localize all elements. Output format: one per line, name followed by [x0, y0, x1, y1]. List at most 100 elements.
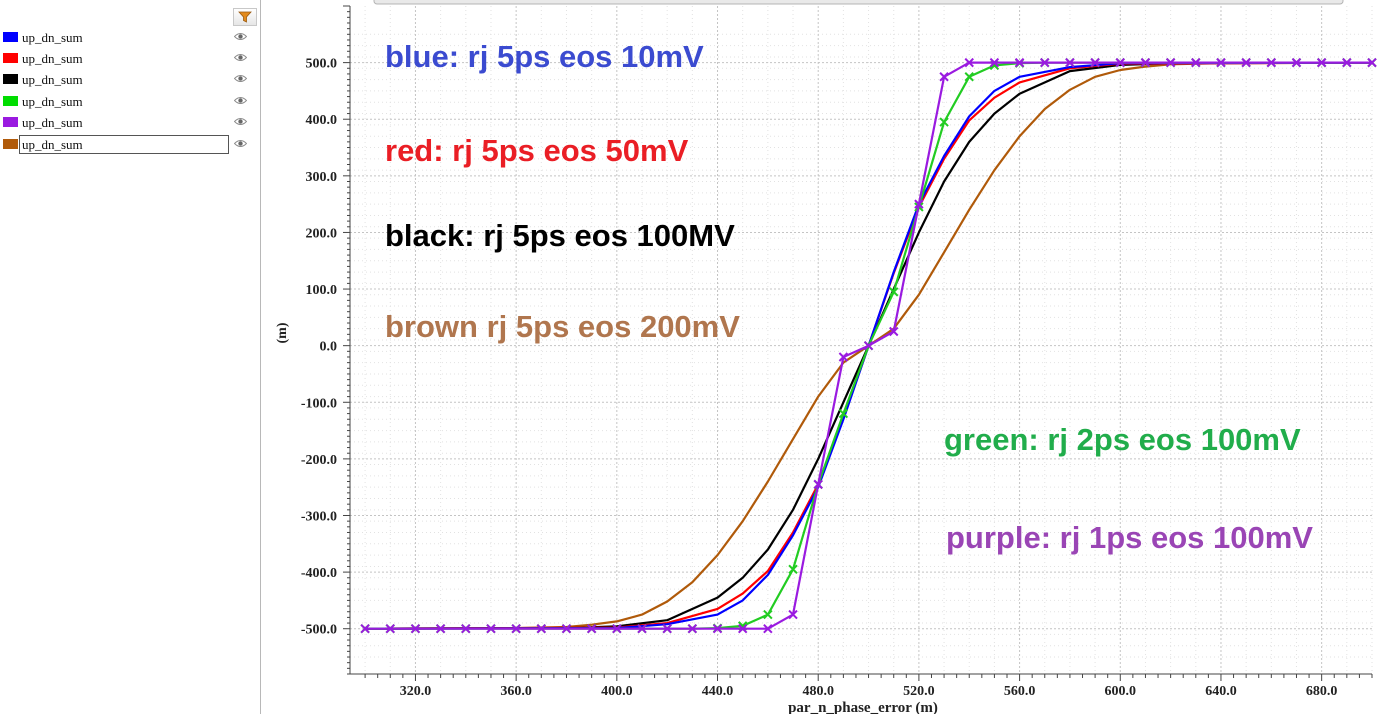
y-tick-label: -300.0: [301, 509, 337, 524]
data-point-marker: [712, 624, 723, 634]
legend-item[interactable]: up_dn_sum: [0, 27, 258, 48]
legend-label: up_dn_sum: [22, 94, 83, 109]
data-point-marker: [1216, 57, 1226, 68]
data-point-marker: [612, 624, 622, 634]
data-point-marker: [914, 199, 924, 209]
legend-label: up_dn_sum: [22, 30, 83, 45]
data-point-marker: [1014, 57, 1025, 68]
data-point-marker: [586, 624, 597, 634]
y-tick-label: -200.0: [301, 453, 337, 468]
y-tick-label: 0.0: [320, 340, 338, 355]
x-tick-label: 480.0: [802, 684, 834, 699]
y-tick-label: -400.0: [301, 566, 337, 581]
legend-label: up_dn_sum: [22, 72, 83, 87]
data-point-marker: [1241, 57, 1251, 68]
y-axis-title: (m): [275, 322, 290, 343]
legend-label: up_dn_sum: [22, 115, 83, 130]
legend-label: up_dn_sum: [22, 51, 83, 66]
curve-annotation: black: rj 5ps eos 100MV: [385, 218, 735, 253]
data-point-marker: [838, 408, 849, 419]
x-tick-label: 560.0: [1004, 684, 1036, 699]
data-point-marker: [939, 72, 949, 82]
y-tick-label: 300.0: [306, 170, 338, 185]
data-point-marker: [486, 624, 496, 634]
x-axis-title: par_n_phase_error (m): [788, 700, 938, 714]
data-point-marker: [1266, 57, 1277, 68]
y-tick-label: 500.0: [306, 57, 338, 72]
data-point-marker: [536, 624, 547, 634]
data-point-marker: [763, 624, 773, 634]
data-point-marker: [964, 72, 974, 82]
data-point-marker: [939, 117, 949, 127]
legend-item[interactable]: up_dn_sum: [0, 69, 258, 90]
data-point-marker: [687, 624, 698, 634]
legend-swatch: [3, 117, 18, 127]
data-point-marker: [863, 340, 874, 351]
data-point-marker: [964, 57, 974, 68]
legend-panel: up_dn_sum up_dn_sum up_dn_sum up_dn_sum up_d…: [0, 0, 261, 714]
data-point-marker: [435, 624, 446, 634]
data-point-marker: [838, 352, 849, 362]
data-point-marker: [763, 609, 773, 620]
y-tick-label: 200.0: [306, 226, 338, 241]
data-point-marker: [1090, 57, 1100, 68]
x-tick-label: 520.0: [903, 684, 935, 699]
plot-series: [360, 57, 1377, 634]
legend-swatch: [3, 139, 18, 149]
filter-icon: [238, 11, 252, 23]
x-tick-label: 680.0: [1306, 684, 1338, 699]
visibility-eye-icon[interactable]: [234, 139, 247, 148]
legend-item[interactable]: up_dn_sum: [0, 134, 258, 155]
visibility-eye-icon[interactable]: [234, 74, 247, 83]
data-point-marker: [385, 624, 395, 634]
curve-annotation: purple: rj 1ps eos 100mV: [946, 520, 1313, 555]
x-tick-label: 320.0: [400, 684, 432, 699]
x-tick-label: 600.0: [1105, 684, 1137, 699]
data-point-marker: [788, 564, 798, 574]
data-point-marker: [561, 624, 572, 634]
data-point-marker: [1316, 57, 1327, 68]
data-point-marker: [1291, 57, 1302, 68]
curve-annotation: blue: rj 5ps eos 10mV: [385, 39, 704, 74]
top-scrollbar[interactable]: [373, 0, 1344, 5]
y-tick-label: -500.0: [301, 623, 337, 638]
data-point-marker: [1040, 57, 1050, 68]
y-tick-label: 400.0: [306, 113, 338, 128]
filter-button[interactable]: [233, 8, 257, 26]
data-point-marker: [788, 609, 798, 620]
legend-item[interactable]: up_dn_sum: [0, 112, 258, 133]
plot-axes: 320.0 360.0 400.0 440.0 480.0 520.0 560.0 600.0…: [301, 5, 1373, 699]
data-point-marker: [637, 624, 647, 634]
legend-swatch: [3, 96, 18, 106]
data-point-marker: [989, 57, 1000, 68]
data-point-marker: [461, 624, 471, 634]
data-point-marker: [737, 624, 748, 634]
x-tick-label: 360.0: [500, 684, 532, 699]
x-tick-label: 440.0: [702, 684, 734, 699]
plot-annotations: blue: rj 5ps eos 10mV red: rj 5ps eos 50m…: [385, 39, 1313, 555]
visibility-eye-icon[interactable]: [234, 53, 247, 62]
data-point-marker: [1115, 57, 1125, 68]
plot-area[interactable]: 320.0 360.0 400.0 440.0 480.0 520.0 560.0 600.0…: [261, 0, 1397, 714]
data-point-marker: [889, 326, 899, 337]
legend-label: up_dn_sum: [22, 137, 83, 152]
legend-swatch: [3, 74, 18, 84]
data-point-marker: [662, 624, 672, 634]
curve-annotation: brown rj 5ps eos 200mV: [385, 309, 740, 344]
data-point-marker: [1367, 57, 1377, 68]
y-tick-label: -100.0: [301, 396, 337, 411]
data-point-marker: [511, 624, 521, 634]
data-point-marker: [410, 624, 421, 634]
data-point-marker: [1191, 57, 1201, 68]
legend-selection-box: [19, 135, 229, 154]
visibility-eye-icon[interactable]: [234, 117, 247, 126]
plot-grid: [350, 6, 1373, 674]
visibility-eye-icon[interactable]: [234, 32, 247, 41]
data-point-marker: [360, 624, 370, 634]
legend-swatch: [3, 53, 18, 63]
visibility-eye-icon[interactable]: [234, 96, 247, 105]
legend-item[interactable]: up_dn_sum: [0, 48, 258, 69]
data-point-marker: [1342, 57, 1352, 68]
data-point-marker: [1065, 57, 1075, 68]
legend-item[interactable]: up_dn_sum: [0, 91, 258, 112]
